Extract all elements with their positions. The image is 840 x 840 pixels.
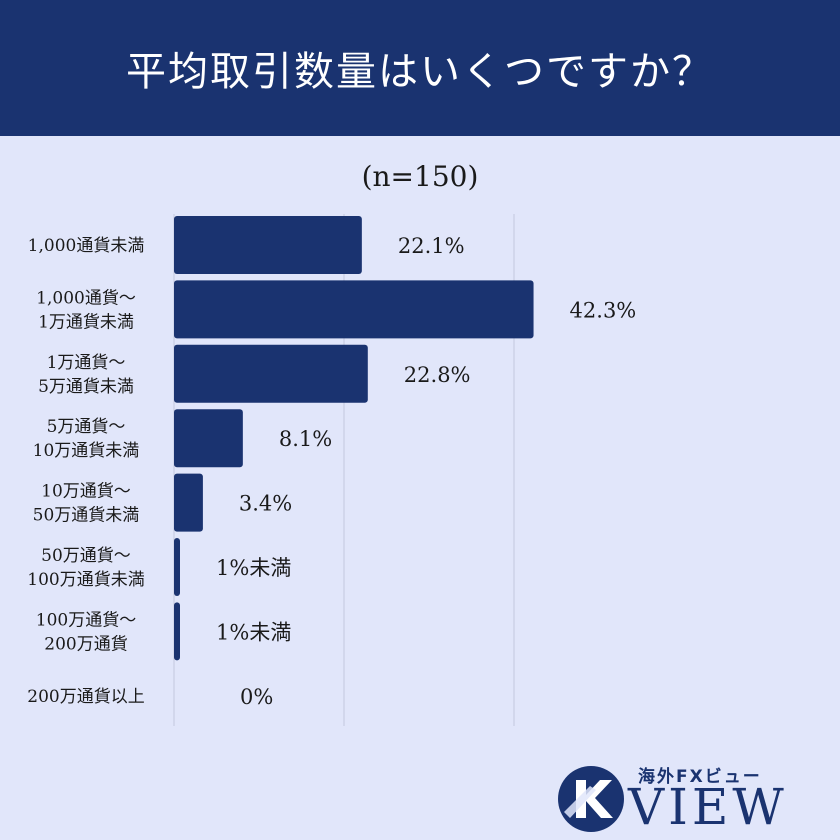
brand-logo: 海外FXビュー VIEW [556,758,826,838]
data-label: 42.3% [570,298,637,322]
category-label: 200万通貨以上 [27,687,144,707]
category-label: 50万通貨〜 100万通貨未満 [27,546,144,590]
category-label: 5万通貨〜 10万通貨未満 [33,417,140,461]
bar [174,602,180,661]
bar [174,409,243,468]
bar [174,538,180,596]
bar [174,344,368,403]
data-label: 22.8% [404,363,471,387]
data-label: 1%未満 [216,556,291,580]
data-label: 1%未満 [216,620,291,644]
bar [174,216,362,274]
category-label: 10万通貨〜 50万通貨未満 [33,482,140,526]
logo-subtitle: 海外FXビュー [638,767,762,787]
logo-name: VIEW [628,778,788,836]
header-banner: 平均取引数量はいくつですか？ [0,0,840,136]
data-label: 0% [240,685,273,709]
category-label: 1,000通貨〜 1万通貨未満 [36,288,136,332]
data-label: 3.4% [239,492,292,516]
page-title: 平均取引数量はいくつですか？ [126,49,714,95]
bar [174,280,534,339]
category-label: 1万通貨〜 5万通貨未満 [38,353,134,397]
category-label: 100万通貨〜 200万通貨 [36,610,136,654]
k-emblem-icon [558,766,624,832]
category-label: 1,000通貨未満 [28,236,145,256]
bar [174,473,203,532]
data-label: 22.1% [398,234,465,258]
data-label: 8.1% [279,427,332,451]
chart-subtitle: (n=150) [361,160,479,193]
